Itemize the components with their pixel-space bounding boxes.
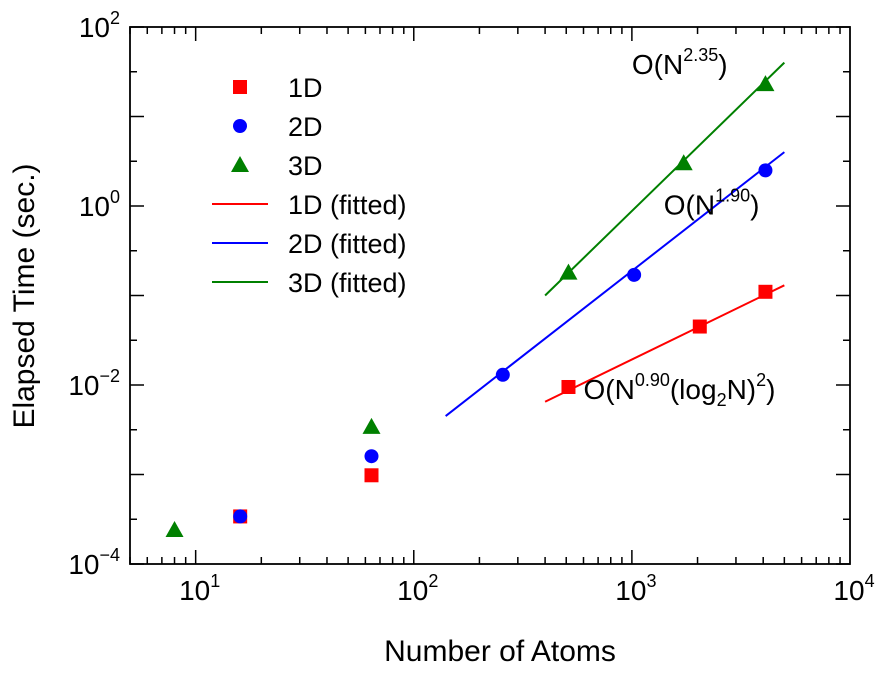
legend-item: 1D (fitted) [212, 190, 407, 220]
y-axis-label: Elapsed Time (sec.) [8, 163, 41, 428]
legend-item: 2D (fitted) [212, 229, 407, 259]
legend-item: 3D [231, 151, 323, 181]
data-point [362, 417, 381, 434]
data-point [165, 520, 184, 537]
data-point [758, 284, 773, 299]
annotation: O(N0.90(log2N)2) [583, 370, 775, 410]
fit-line [544, 61, 786, 297]
data-point [758, 163, 773, 178]
fit-lines [445, 61, 786, 417]
data-point [674, 154, 693, 171]
x-tick-label: 101 [179, 571, 220, 606]
x-tick-label: 103 [615, 571, 656, 606]
tick-labels: 101 102 103 104 10−4 10−2 100 102 [68, 8, 874, 606]
y-tick-label: 100 [79, 187, 120, 222]
annotation: O(N1.90) [664, 186, 760, 221]
legend-item: 2D [233, 112, 323, 142]
legend-item: 1D [233, 73, 323, 103]
data-point [233, 509, 248, 524]
data-point [559, 263, 578, 280]
data-point [627, 267, 642, 282]
data-point [495, 367, 510, 382]
fit-line [544, 284, 785, 403]
x-axis-label: Number of Atoms [384, 635, 616, 668]
legend-label: 2D (fitted) [288, 229, 407, 259]
plot-frame [129, 26, 851, 565]
markers [165, 75, 775, 537]
data-point [756, 75, 775, 92]
legend-label: 2D [288, 112, 323, 142]
legend-label: 3D [288, 151, 323, 181]
legend-marker [231, 156, 249, 172]
legend-marker [233, 80, 247, 94]
annotations: O(N2.35) O(N1.90) O(N0.90(log2N)2) [583, 45, 775, 410]
data-point [692, 319, 707, 334]
x-tick-label: 104 [833, 571, 874, 606]
legend-label: 1D [288, 73, 323, 103]
data-point [364, 449, 379, 464]
x-tick-label: 102 [397, 571, 438, 606]
y-tick-label: 102 [79, 8, 120, 43]
legend-label: 3D (fitted) [288, 268, 407, 298]
legend-item: 3D (fitted) [212, 268, 407, 298]
legend-marker [233, 119, 247, 133]
ticks [129, 26, 850, 565]
legend-label: 1D (fitted) [288, 190, 407, 220]
legend: 1D 2D 3D 1D (fitted) 2D (fitted) 3D (fitted) [212, 73, 407, 298]
data-point [364, 468, 379, 483]
annotation: O(N2.35) [632, 45, 728, 80]
data-point [561, 379, 576, 394]
y-tick-label: 10−2 [68, 366, 120, 401]
y-tick-label: 10−4 [68, 545, 120, 580]
